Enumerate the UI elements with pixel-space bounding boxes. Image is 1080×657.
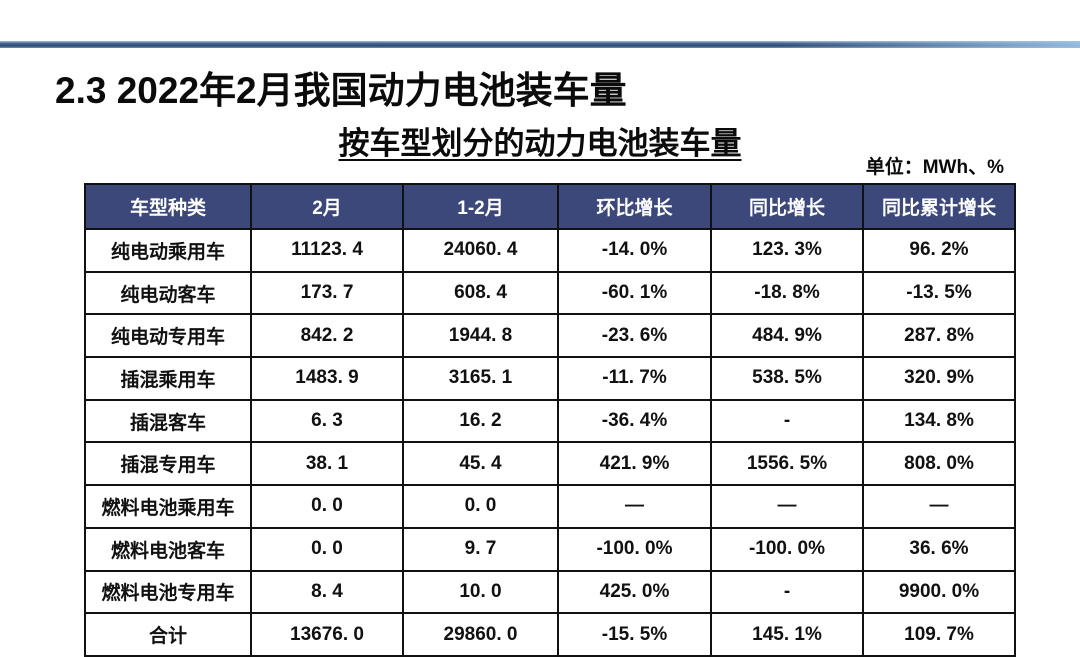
- row-label: 纯电动乘用车: [84, 228, 252, 273]
- table-row: 燃料电池乘用车 0. 0 0. 0— — —: [84, 484, 1016, 529]
- column-header: 2月: [250, 183, 404, 230]
- cell: -18. 8%: [710, 270, 864, 316]
- cell: -11. 7%: [557, 356, 712, 401]
- cell: 842. 2: [250, 313, 404, 359]
- row-label: 燃料电池客车: [84, 526, 252, 572]
- table-body: 纯电动乘用车 11123. 4 24060. 4 -14. 0% 123. 3% 96. …: [84, 228, 1016, 657]
- cell: 13676. 0: [250, 612, 404, 657]
- cell: 16. 2: [402, 398, 559, 444]
- cell: 96. 2%: [862, 228, 1016, 273]
- cell: -15. 5%: [557, 612, 712, 657]
- cell: —: [557, 484, 712, 529]
- cell: -: [710, 569, 864, 615]
- table-header: 车型种类 2月 1-2月 环比增长 同比增长 同比累计增长: [84, 183, 1016, 230]
- column-header: 同比累计增长: [862, 183, 1016, 230]
- cell: 421. 9%: [557, 441, 712, 487]
- cell: 8. 4: [250, 569, 404, 615]
- cell: 38. 1: [250, 441, 404, 487]
- cell: 425. 0%: [557, 569, 712, 615]
- cell: -60. 1%: [557, 270, 712, 316]
- cell: 36. 6%: [862, 526, 1016, 572]
- table-row: 插混乘用车 1483. 9 3165. 1 -11. 7% 538. 5% 320. 9%: [84, 356, 1016, 401]
- table-row: 插混专用车 38. 1 45. 4 421. 9% 1556. 5% 808. 0%: [84, 441, 1016, 487]
- cell: -100. 0%: [710, 526, 864, 572]
- table-title: 按车型划分的动力电池装车量: [338, 126, 742, 161]
- cell: —: [710, 484, 864, 529]
- cell: 1944. 8: [402, 313, 559, 359]
- cell: 9. 7: [402, 526, 559, 572]
- cell: 1483. 9: [250, 356, 404, 401]
- cell: 320. 9%: [862, 356, 1016, 401]
- cell: 24060. 4: [402, 228, 559, 273]
- cell: 123. 3%: [710, 228, 864, 273]
- table-row: 纯电动客车 173. 7 608. 4 -60. 1% -18. 8% -13. 5%: [84, 270, 1016, 316]
- cell: -14. 0%: [557, 228, 712, 273]
- cell: 808. 0%: [862, 441, 1016, 487]
- top-accent-line: [0, 41, 1080, 48]
- cell: 1556. 5%: [710, 441, 864, 487]
- cell: 145. 1%: [710, 612, 864, 657]
- row-label: 插混专用车: [84, 441, 252, 487]
- cell: 11123. 4: [250, 228, 404, 273]
- table-row: 纯电动专用车 842. 2 1944. 8 -23. 6% 484. 9% 287. 8%: [84, 313, 1016, 359]
- cell: 134. 8%: [862, 398, 1016, 444]
- row-label: 纯电动客车: [84, 270, 252, 316]
- row-label: 插混乘用车: [84, 356, 252, 401]
- cell: —: [862, 484, 1016, 529]
- row-label: 合计: [84, 612, 252, 657]
- cell: 109. 7%: [862, 612, 1016, 657]
- cell: 287. 8%: [862, 313, 1016, 359]
- slide-title: 2.3 2022年2月我国动力电池装车量: [55, 70, 627, 111]
- cell: 3165. 1: [402, 356, 559, 401]
- row-label: 纯电动专用车: [84, 313, 252, 359]
- cell: -100. 0%: [557, 526, 712, 572]
- column-header: 同比增长: [710, 183, 864, 230]
- cell: -: [710, 398, 864, 444]
- cell: 608. 4: [402, 270, 559, 316]
- table-row: 合计 13676. 0 29860. 0 -15. 5% 145. 1% 109. 7%: [84, 612, 1016, 657]
- table-row: 纯电动乘用车 11123. 4 24060. 4 -14. 0% 123. 3% 96. …: [84, 228, 1016, 273]
- row-label: 燃料电池专用车: [84, 569, 252, 615]
- cell: 45. 4: [402, 441, 559, 487]
- cell: 0. 0: [402, 484, 559, 529]
- table-title-wrap: 按车型划分的动力电池装车量: [0, 118, 1080, 163]
- column-header: 车型种类: [84, 183, 252, 230]
- table-row: 燃料电池客车 0. 0 9. 7 -100. 0% -100. 0% 36. 6%: [84, 526, 1016, 572]
- cell: 6. 3: [250, 398, 404, 444]
- cell: 9900. 0%: [862, 569, 1016, 615]
- cell: 10. 0: [402, 569, 559, 615]
- table-row: 插混客车 6. 3 16. 2 -36. 4% -134. 8%: [84, 398, 1016, 444]
- cell: -23. 6%: [557, 313, 712, 359]
- cell: 538. 5%: [710, 356, 864, 401]
- unit-note: 单位：MWh、%: [865, 157, 1004, 178]
- table-row: 燃料电池专用车 8. 4 10. 0 425. 0% -9900. 0%: [84, 569, 1016, 615]
- column-header: 1-2月: [402, 183, 559, 230]
- column-header: 环比增长: [557, 183, 712, 230]
- row-label: 燃料电池乘用车: [84, 484, 252, 529]
- cell: -13. 5%: [862, 270, 1016, 316]
- cell: 173. 7: [250, 270, 404, 316]
- cell: 29860. 0: [402, 612, 559, 657]
- cell: 0. 0: [250, 484, 404, 529]
- row-label: 插混客车: [84, 398, 252, 444]
- header-row: 车型种类 2月 1-2月 环比增长 同比增长 同比累计增长: [84, 183, 1016, 230]
- cell: 484. 9%: [710, 313, 864, 359]
- cell: -36. 4%: [557, 398, 712, 444]
- cell: 0. 0: [250, 526, 404, 572]
